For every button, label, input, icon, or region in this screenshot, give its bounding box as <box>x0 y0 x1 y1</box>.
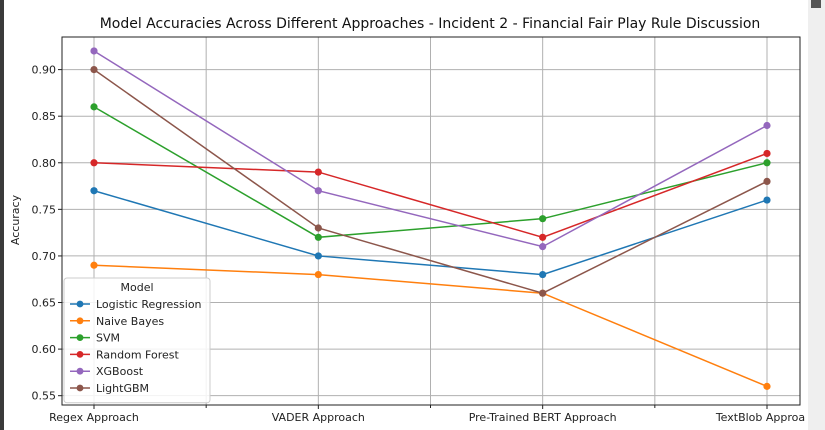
data-point <box>314 168 322 176</box>
y-tick-label: 0.90 <box>32 64 57 77</box>
data-point <box>763 196 771 204</box>
x-tick-label: VADER Approach <box>272 411 365 424</box>
legend-entry: XGBoost <box>96 365 144 378</box>
legend-entry: SVM <box>96 332 120 345</box>
legend-entry: Logistic Regression <box>96 298 202 311</box>
legend-swatch-marker <box>76 317 84 325</box>
y-axis-label: Accuracy <box>9 194 22 245</box>
legend-swatch-marker <box>76 300 84 308</box>
data-point <box>314 252 322 260</box>
data-point <box>539 233 547 241</box>
series-line <box>93 68 768 295</box>
data-point <box>539 270 547 279</box>
data-point <box>763 159 771 167</box>
data-point <box>763 382 771 390</box>
data-point <box>539 243 547 251</box>
data-point <box>90 47 98 55</box>
x-tick-label: Pre-Trained BERT Approach <box>469 411 617 424</box>
data-point <box>763 177 771 186</box>
legend-entry: Naive Bayes <box>96 315 164 328</box>
legend-box <box>63 277 211 404</box>
chart-title: Model Accuracies Across Different Approa… <box>100 16 761 32</box>
data-point <box>90 187 98 195</box>
series-layer <box>90 47 771 390</box>
y-tick-label: 0.55 <box>32 390 57 403</box>
legend-swatch-marker <box>76 367 84 375</box>
y-tick-label: 0.85 <box>32 110 57 123</box>
data-point <box>314 270 322 279</box>
data-point <box>539 289 547 297</box>
legend-title: Model <box>120 281 153 294</box>
data-point <box>314 187 322 195</box>
legend: Model Logistic Regression Naive Bayes SVM Ra… <box>63 277 211 404</box>
data-point <box>314 233 322 241</box>
legend-swatch-marker <box>76 384 84 392</box>
y-tick-label: 0.70 <box>32 250 57 263</box>
data-point <box>90 103 98 111</box>
line-chart: Model Accuracies Across Different Approa… <box>9 16 806 424</box>
x-tick-label: TextBlob Approach <box>715 411 805 424</box>
y-tick-label: 0.80 <box>32 157 57 170</box>
series-line <box>93 106 768 239</box>
legend-entry: LightGBM <box>96 382 149 395</box>
axes: 0.55 0.60 0.65 0.70 0.75 0.80 0.85 0.90 Regex Ap… <box>32 64 806 424</box>
data-point <box>90 66 98 74</box>
series-line <box>93 152 768 239</box>
data-point <box>90 159 98 167</box>
y-tick-label: 0.75 <box>32 203 57 216</box>
series-line <box>93 50 768 248</box>
data-point <box>90 261 98 269</box>
data-point <box>314 224 322 232</box>
y-tick-label: 0.65 <box>32 297 57 310</box>
scrollbar-thumb[interactable] <box>811 0 821 8</box>
window-edge-left <box>0 0 4 430</box>
series-line <box>93 264 768 388</box>
data-point <box>539 215 547 223</box>
scrollbar-track[interactable] <box>808 0 825 430</box>
legend-swatch-marker <box>76 334 84 341</box>
data-point <box>763 121 771 130</box>
legend-swatch-marker <box>76 351 84 358</box>
y-tick-label: 0.60 <box>32 343 57 356</box>
data-point <box>763 149 771 158</box>
legend-entry: Random Forest <box>96 348 179 361</box>
x-tick-label: Regex Approach <box>49 411 139 424</box>
